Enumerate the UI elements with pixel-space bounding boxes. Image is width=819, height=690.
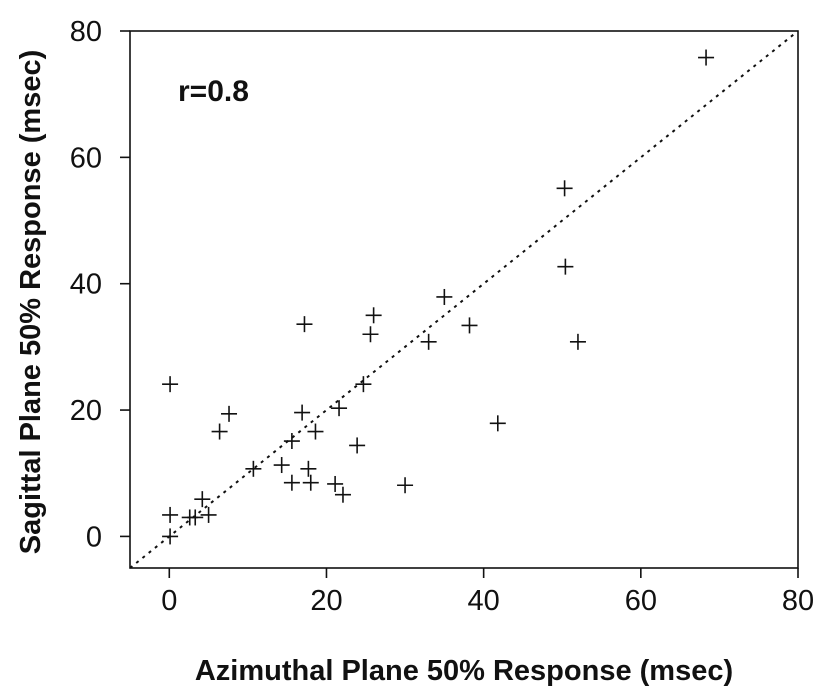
data-point: [698, 49, 715, 66]
data-point: [245, 460, 262, 477]
y-tick-label: 40: [70, 269, 102, 301]
y-axis-title: Sagittal Plane 50% Response (msec): [15, 50, 47, 554]
data-point: [200, 506, 217, 523]
data-point: [162, 506, 179, 523]
y-tick-label: 20: [70, 395, 102, 427]
data-point: [194, 491, 211, 508]
data-point: [397, 477, 414, 494]
data-point: [355, 376, 372, 393]
data-point: [283, 433, 300, 450]
data-point: [307, 423, 324, 440]
x-tick-label: 80: [782, 585, 814, 617]
data-points: [162, 49, 715, 545]
reference-line: [129, 30, 799, 569]
data-point: [211, 423, 228, 440]
x-tick-label: 40: [468, 585, 500, 617]
data-point: [331, 400, 348, 417]
plot-frame: [129, 30, 799, 569]
data-point: [221, 405, 238, 422]
data-point: [489, 415, 506, 432]
x-tick-label: 20: [310, 585, 342, 617]
x-axis: 0 20 40 60 80: [161, 568, 814, 617]
x-tick-label: 60: [625, 585, 657, 617]
data-point: [294, 404, 311, 421]
data-point: [569, 333, 586, 350]
x-axis-title: Azimuthal Plane 50% Response (msec): [195, 655, 733, 687]
data-point: [362, 326, 379, 343]
x-tick-label: 0: [161, 585, 177, 617]
data-point: [461, 317, 478, 334]
y-tick-label: 60: [70, 142, 102, 174]
data-point: [365, 307, 382, 324]
data-point: [327, 475, 344, 492]
data-point: [300, 460, 317, 477]
data-point: [302, 474, 319, 491]
data-point: [420, 333, 437, 350]
y-axis: 0 20 40 60 80: [70, 16, 130, 553]
data-point: [436, 288, 453, 305]
data-point: [162, 528, 179, 545]
y-tick-label: 80: [70, 16, 102, 48]
data-point: [556, 180, 573, 197]
data-point: [181, 509, 198, 526]
correlation-annotation: r=0.8: [178, 75, 249, 108]
data-point: [283, 474, 300, 491]
data-point: [557, 258, 574, 275]
data-point: [162, 376, 179, 393]
y-tick-label: 0: [86, 521, 102, 553]
data-point: [349, 437, 366, 454]
data-point: [296, 316, 313, 333]
data-point: [273, 457, 290, 474]
data-point: [334, 486, 351, 503]
plot-area: [129, 30, 799, 569]
